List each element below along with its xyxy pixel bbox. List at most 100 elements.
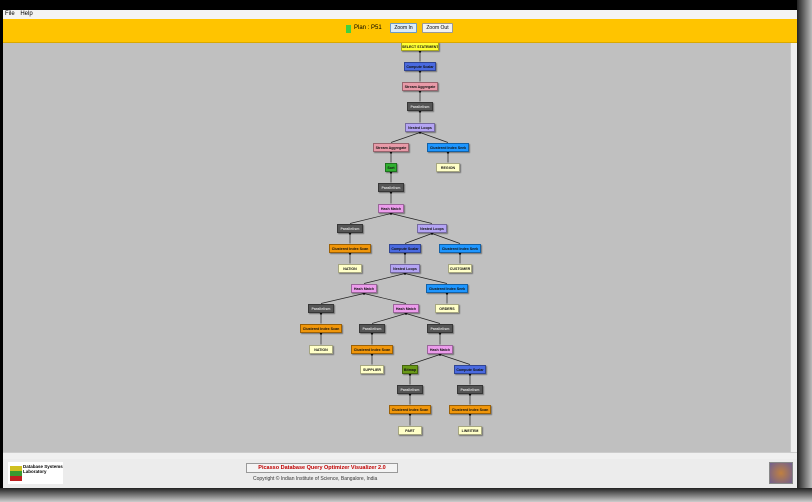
plan-node-select[interactable]: SELECT STATEMENT (401, 43, 439, 51)
arrow-head-icon (468, 393, 472, 396)
plan-node-stream[interactable]: Stream Aggregate (373, 142, 409, 152)
plan-node-hash[interactable]: Hash Match (378, 203, 404, 213)
plan-edge (363, 293, 407, 304)
plan-node-parallel[interactable]: Parallelism (457, 384, 483, 394)
arrow-head-icon (418, 50, 422, 53)
arrow-head-icon (408, 393, 412, 396)
plan-edge (371, 313, 407, 324)
arrow-head-icon (418, 90, 422, 93)
arrow-head-icon (408, 373, 412, 376)
arrow-head-icon (458, 252, 462, 255)
arrow-head-icon (438, 353, 442, 356)
plan-node-table[interactable]: CUSTOMER (448, 263, 472, 273)
plan-edge (404, 233, 433, 244)
plan-node-seek[interactable]: Clustered Index Seek (427, 142, 469, 152)
plan-edge (363, 273, 406, 284)
plan-node-parallel[interactable]: Parallelism (407, 101, 433, 111)
plan-node-table[interactable]: ORDERS (435, 303, 459, 313)
plan-edge (390, 132, 421, 143)
arrow-head-icon (404, 312, 408, 315)
plan-node-nested[interactable]: Nested Loops (417, 223, 447, 233)
vertical-scrollbar[interactable] (790, 43, 797, 452)
plan-indicator: Plan : P51 (346, 24, 382, 33)
dsl-logo-icon (10, 466, 22, 481)
menu-file[interactable]: File (5, 11, 15, 17)
plan-node-table[interactable]: NATION (338, 263, 362, 273)
arrow-head-icon (348, 232, 352, 235)
plan-node-table[interactable]: REGION (436, 162, 460, 172)
plan-edges (319, 50, 472, 426)
arrow-head-icon (389, 212, 393, 215)
plan-node-parallel[interactable]: Parallelism (427, 323, 453, 333)
dsl-logo: Database Systems Laboratory (8, 462, 63, 484)
plan-node-parallel[interactable]: Parallelism (397, 384, 423, 394)
window-shadow-bottom (0, 488, 812, 502)
plan-node-compute[interactable]: Compute Scalar (404, 61, 436, 71)
plan-edge (390, 213, 433, 224)
arrow-head-icon (319, 332, 323, 335)
arrow-head-icon (438, 332, 442, 335)
plan-node-seek[interactable]: Clustered Index Seek (426, 283, 468, 293)
plan-node-parallel[interactable]: Parallelism (337, 223, 363, 233)
app-window: File Help Plan : P51 Zoom In Zoom Out SE… (3, 10, 797, 488)
plan-node-hash[interactable]: Hash Match (351, 283, 377, 293)
plan-tree-canvas: SELECT STATEMENT Compute Scalar Stream Agg… (3, 43, 790, 452)
copyright: Copyright © Indian Institute of Science,… (253, 476, 378, 482)
plan-node-parallel[interactable]: Parallelism (359, 323, 385, 333)
plan-node-bitmap[interactable]: Bitmap (402, 364, 418, 374)
plan-edge (349, 213, 392, 224)
menu-bar: File Help (3, 10, 797, 19)
dsl-logo-text: Database Systems Laboratory (23, 464, 63, 474)
plan-node-hash[interactable]: Hash Match (427, 344, 453, 354)
plan-node-hash[interactable]: Hash Match (393, 303, 419, 313)
plan-edge (439, 354, 471, 365)
arrow-head-icon (370, 332, 374, 335)
arrow-head-icon (389, 151, 393, 154)
plan-label: Plan : P51 (354, 25, 382, 31)
horizontal-scrollbar[interactable] (3, 452, 797, 459)
plan-node-table[interactable]: SUPPLIER (360, 364, 384, 374)
arrow-head-icon (430, 232, 434, 235)
arrow-head-icon (389, 191, 393, 194)
arrow-head-icon (403, 272, 407, 275)
plan-node-scan[interactable]: Clustered Index Scan (329, 243, 371, 253)
app-title-button[interactable]: Picasso Database Query Optimizer Visuali… (246, 463, 398, 473)
plan-edge (404, 273, 448, 284)
plan-node-table[interactable]: LINEITEM (458, 425, 482, 435)
plan-edge (320, 293, 365, 304)
plan-node-nested[interactable]: Nested Loops (390, 263, 420, 273)
plan-node-sort[interactable]: Sort (385, 162, 397, 172)
plan-node-nested[interactable]: Nested Loops (405, 122, 435, 132)
plan-node-scan[interactable]: Clustered Index Scan (351, 344, 393, 354)
plan-edge (419, 132, 449, 143)
plan-node-table[interactable]: PART (398, 425, 422, 435)
plan-node-scan[interactable]: Clustered Index Scan (300, 323, 342, 333)
arrow-head-icon (418, 70, 422, 73)
arrow-head-icon (403, 252, 407, 255)
plan-edge (431, 233, 461, 244)
toolbar: Plan : P51 Zoom In Zoom Out (3, 19, 797, 43)
plan-node-parallel[interactable]: Parallelism (378, 182, 404, 192)
plan-node-compute[interactable]: Compute Scalar (389, 243, 421, 253)
arrow-head-icon (362, 292, 366, 295)
footer: Database Systems Laboratory Picasso Data… (3, 459, 797, 488)
plan-edge (405, 313, 441, 324)
plan-node-scan[interactable]: Clustered Index Scan (389, 404, 431, 414)
arrow-head-icon (348, 252, 352, 255)
arrow-head-icon (418, 131, 422, 134)
iisc-logo-icon (769, 462, 793, 484)
plan-node-compute[interactable]: Compute Scalar (454, 364, 486, 374)
plan-node-scan[interactable]: Clustered Index Scan (449, 404, 491, 414)
plan-node-table[interactable]: NATION (309, 344, 333, 354)
arrow-head-icon (418, 110, 422, 113)
plan-node-stream[interactable]: Stream Aggregate (402, 81, 438, 91)
plan-color-swatch (346, 24, 351, 33)
zoom-out-button[interactable]: Zoom Out (422, 23, 453, 33)
menu-help[interactable]: Help (20, 11, 33, 17)
zoom-in-button[interactable]: Zoom In (390, 23, 417, 33)
arrow-head-icon (446, 151, 450, 154)
arrow-head-icon (468, 413, 472, 416)
plan-node-seek[interactable]: Clustered Index Seek (439, 243, 481, 253)
plan-node-parallel[interactable]: Parallelism (308, 303, 334, 313)
arrow-head-icon (319, 312, 323, 315)
